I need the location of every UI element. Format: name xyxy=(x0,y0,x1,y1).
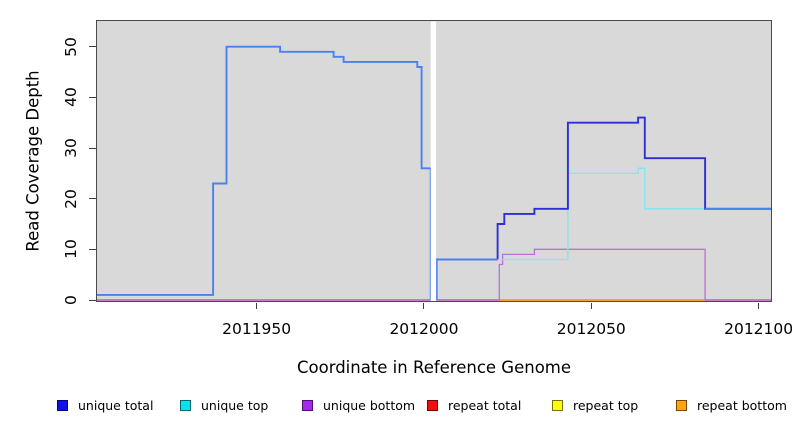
legend-label: repeat total xyxy=(448,397,522,413)
legend-swatch-icon xyxy=(180,399,191,411)
legend-label: unique total xyxy=(78,397,154,413)
x-tick-mark xyxy=(758,303,760,309)
series-unique-total xyxy=(496,116,772,260)
series-total xyxy=(435,258,498,300)
plot-box-border xyxy=(96,20,772,302)
series-unique-bottom xyxy=(96,248,772,301)
legend-swatch-icon xyxy=(427,399,438,411)
legend-item-unique-top: unique top xyxy=(180,397,269,413)
y-tick-mark xyxy=(89,198,96,200)
plot-canvas xyxy=(96,20,772,302)
x-tick-label: 2012100 xyxy=(724,320,792,338)
series-unique-top xyxy=(500,167,706,261)
y-tick-label: 50 xyxy=(62,36,80,57)
y-tick-label: 10 xyxy=(62,239,80,260)
x-tick-label: 2012000 xyxy=(389,320,459,338)
x-tick-mark xyxy=(256,303,258,309)
y-tick-mark xyxy=(89,46,96,48)
legend-item-repeat-top: repeat top xyxy=(552,397,639,413)
legend-label: repeat bottom xyxy=(697,397,787,413)
y-tick-mark xyxy=(89,248,96,250)
x-tick-label: 2012050 xyxy=(556,320,626,338)
legend-label: repeat top xyxy=(573,397,639,413)
y-tick-label: 30 xyxy=(62,138,80,158)
y-tick-label: 0 xyxy=(62,295,80,305)
series-total xyxy=(96,45,432,300)
legend-item-repeat-bottom: repeat bottom xyxy=(676,397,787,413)
y-tick-mark xyxy=(89,96,96,98)
legend-swatch-icon xyxy=(302,399,313,411)
legend-item-unique-total: unique total xyxy=(57,397,154,413)
x-tick-mark xyxy=(590,303,592,309)
legend-item-unique-bottom: unique bottom xyxy=(302,397,416,413)
legend-swatch-icon xyxy=(676,399,687,411)
legend-item-repeat-total: repeat total xyxy=(427,397,522,413)
legend-label: unique top xyxy=(201,397,269,413)
y-tick-label: 40 xyxy=(62,87,80,108)
plot-panel xyxy=(96,20,772,302)
x-tick-label: 2011950 xyxy=(222,320,292,338)
y-tick-label: 20 xyxy=(62,188,80,209)
coverage-gap-mask xyxy=(430,21,437,301)
x-axis-title: Coordinate in Reference Genome xyxy=(296,358,572,377)
y-tick-mark xyxy=(89,147,96,149)
y-tick-mark xyxy=(89,299,96,301)
x-tick-mark xyxy=(423,303,425,309)
legend-swatch-icon xyxy=(57,399,68,411)
y-axis-title: Read Coverage Depth xyxy=(23,70,43,252)
legend-swatch-icon xyxy=(552,399,563,411)
legend-label: unique bottom xyxy=(323,397,416,413)
